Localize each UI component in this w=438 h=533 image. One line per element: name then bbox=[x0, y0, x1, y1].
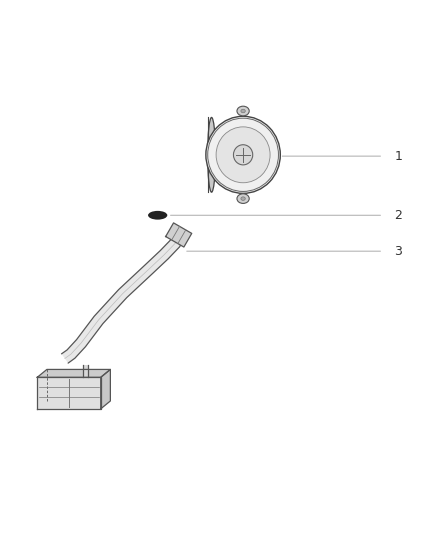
Ellipse shape bbox=[237, 194, 249, 204]
Ellipse shape bbox=[241, 197, 245, 200]
Text: 2: 2 bbox=[394, 209, 402, 222]
Polygon shape bbox=[166, 223, 192, 247]
Polygon shape bbox=[101, 369, 110, 409]
Ellipse shape bbox=[241, 109, 245, 113]
Polygon shape bbox=[37, 369, 110, 377]
Polygon shape bbox=[83, 365, 88, 377]
Polygon shape bbox=[37, 377, 101, 409]
Text: 3: 3 bbox=[394, 245, 402, 257]
Polygon shape bbox=[61, 232, 184, 363]
Ellipse shape bbox=[237, 106, 249, 116]
Ellipse shape bbox=[148, 211, 167, 220]
Ellipse shape bbox=[208, 117, 215, 192]
Ellipse shape bbox=[206, 116, 280, 193]
Ellipse shape bbox=[216, 127, 270, 183]
Ellipse shape bbox=[233, 145, 253, 165]
Text: 1: 1 bbox=[394, 150, 402, 163]
